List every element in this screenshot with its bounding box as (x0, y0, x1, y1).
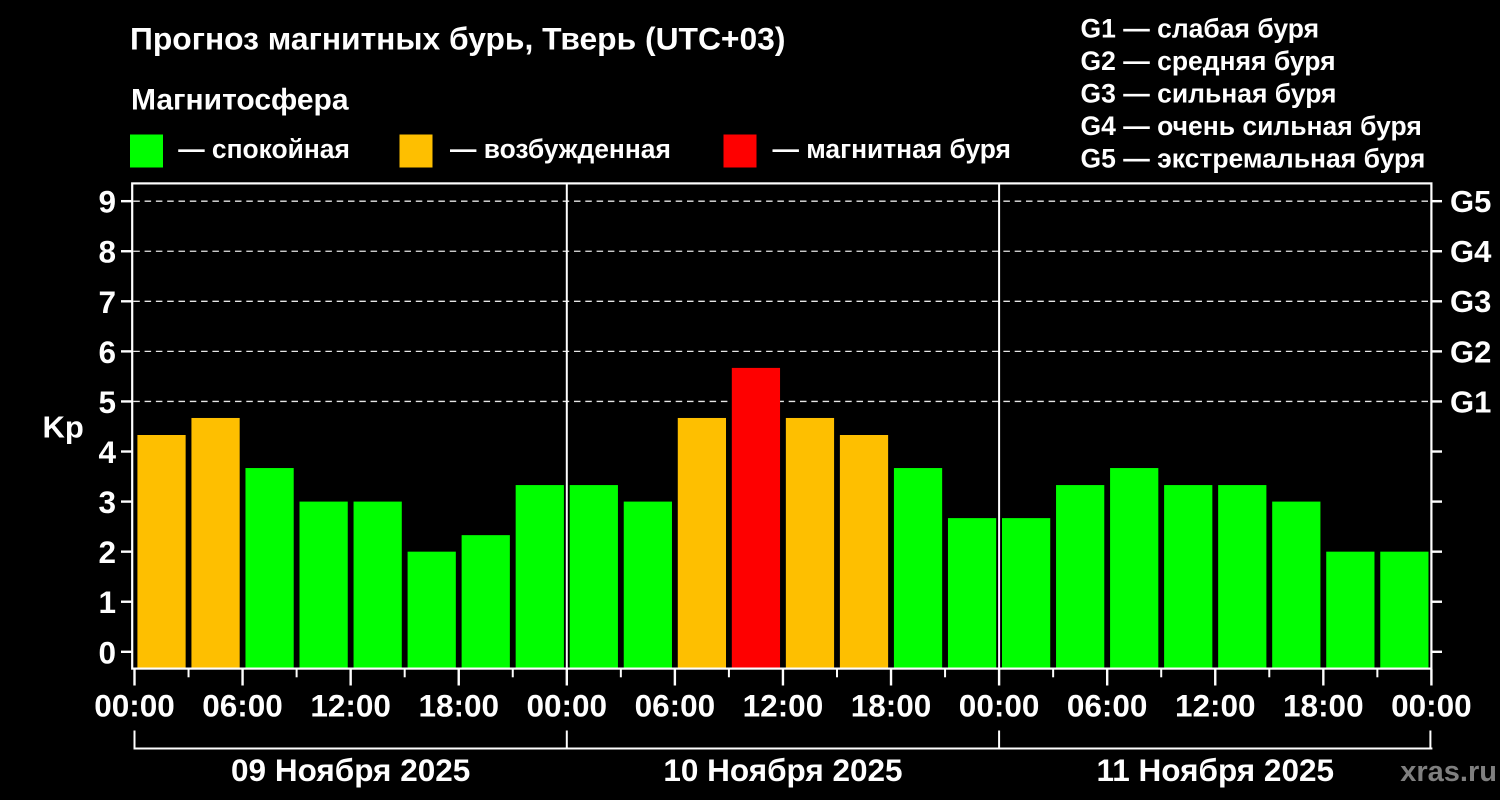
svg-text:Прогноз магнитных бурь, Тверь: Прогноз магнитных бурь, Тверь (UTC+03) (130, 20, 785, 56)
svg-text:G2: G2 (1450, 334, 1491, 369)
svg-text:G1 — слабая буря: G1 — слабая буря (1081, 13, 1320, 43)
svg-text:12:00: 12:00 (1175, 688, 1256, 724)
svg-text:2: 2 (98, 534, 116, 570)
svg-text:G1: G1 (1450, 384, 1491, 419)
svg-text:12:00: 12:00 (743, 688, 824, 724)
svg-text:00:00: 00:00 (959, 688, 1040, 724)
svg-text:7: 7 (98, 284, 116, 320)
svg-text:8: 8 (98, 234, 116, 270)
svg-text:9: 9 (98, 184, 116, 220)
svg-text:06:00: 06:00 (202, 688, 283, 724)
svg-text:6: 6 (98, 334, 116, 370)
svg-text:0: 0 (98, 634, 116, 670)
svg-text:09 Ноября 2025: 09 Ноября 2025 (231, 752, 470, 788)
svg-text:G4: G4 (1450, 234, 1492, 269)
svg-text:1: 1 (98, 584, 116, 620)
svg-text:12:00: 12:00 (310, 688, 391, 724)
svg-text:xras.ru: xras.ru (1400, 756, 1497, 788)
svg-text:— спокойная: — спокойная (178, 134, 350, 164)
svg-text:G4 — очень сильная буря: G4 — очень сильная буря (1081, 111, 1422, 141)
svg-text:G3: G3 (1450, 284, 1491, 319)
svg-text:5: 5 (98, 384, 116, 420)
svg-text:Kp: Kp (43, 410, 84, 445)
svg-text:— возбужденная: — возбужденная (450, 134, 671, 164)
svg-text:18:00: 18:00 (418, 688, 499, 724)
svg-text:G5: G5 (1450, 184, 1491, 219)
svg-text:18:00: 18:00 (851, 688, 932, 724)
svg-text:00:00: 00:00 (527, 688, 608, 724)
svg-text:3: 3 (98, 484, 116, 520)
svg-text:G3 — сильная буря: G3 — сильная буря (1081, 78, 1337, 108)
svg-text:4: 4 (98, 434, 116, 470)
svg-text:00:00: 00:00 (1391, 688, 1472, 724)
svg-text:00:00: 00:00 (94, 688, 175, 724)
svg-text:18:00: 18:00 (1283, 688, 1364, 724)
svg-text:G2 — средняя буря: G2 — средняя буря (1081, 46, 1336, 76)
svg-text:Магнитосфера: Магнитосфера (131, 83, 349, 116)
svg-text:— магнитная буря: — магнитная буря (773, 134, 1011, 164)
svg-text:11 Ноября 2025: 11 Ноября 2025 (1097, 752, 1335, 788)
svg-text:06:00: 06:00 (635, 688, 716, 724)
svg-text:10 Ноября 2025: 10 Ноября 2025 (663, 752, 902, 788)
svg-text:06:00: 06:00 (1067, 688, 1148, 724)
svg-text:G5 — экстремальная буря: G5 — экстремальная буря (1081, 143, 1426, 173)
